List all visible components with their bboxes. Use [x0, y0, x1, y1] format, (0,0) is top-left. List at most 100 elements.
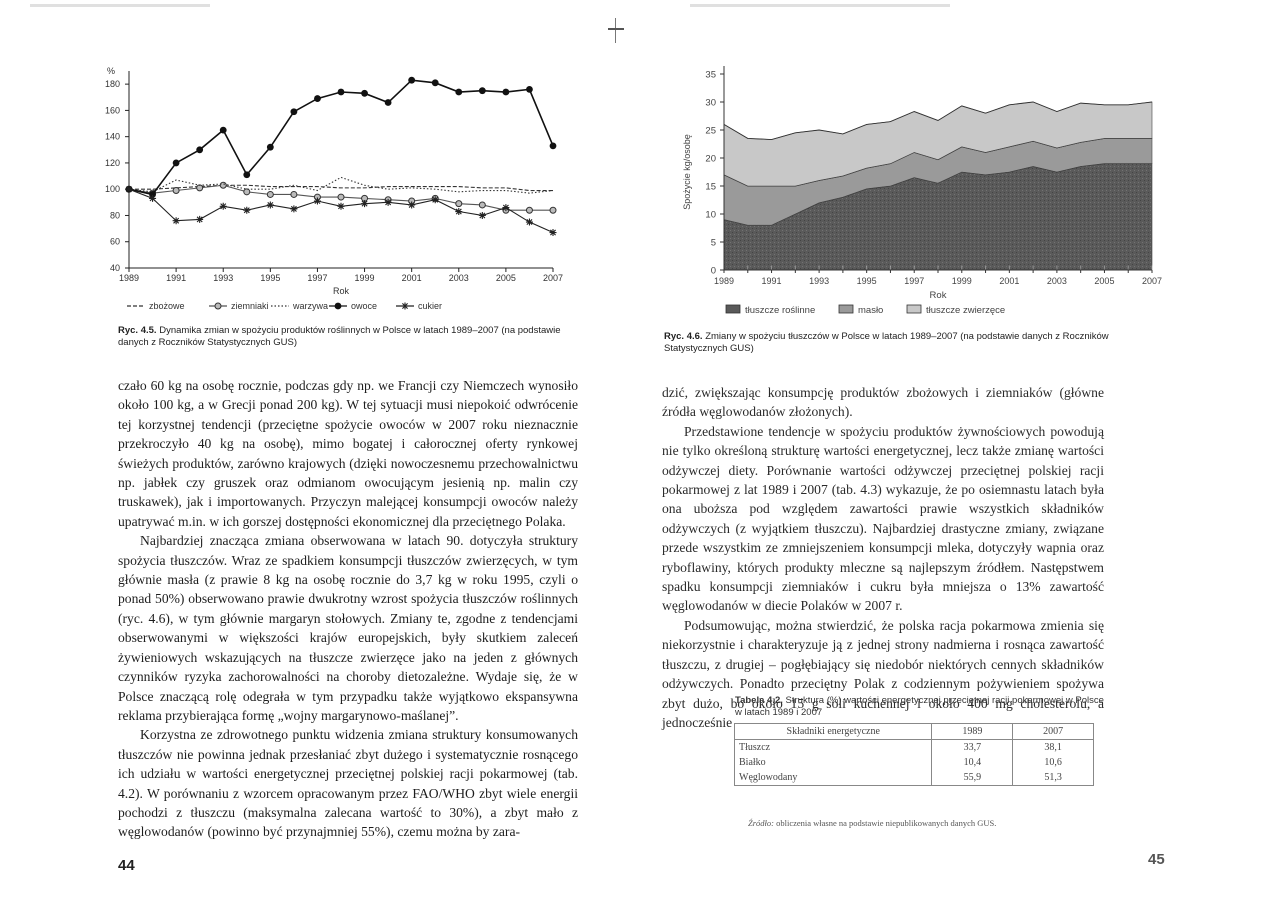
table-cell: Tłuszcz [733, 739, 933, 755]
figure-4-5-caption: Ryc. 4.5. Dynamika zmian w spożyciu prod… [118, 325, 588, 348]
x-tick-label: 1991 [166, 273, 186, 283]
legend-label: tłuszcze zwierzęce [926, 305, 1005, 316]
data-point [337, 193, 345, 201]
legend-item: warzywa [271, 301, 328, 311]
figure-4-6-caption: Ryc. 4.6. Zmiany w spożyciu tłuszczów w … [664, 331, 1134, 354]
caption-text: Dynamika zmian w spożyciu produktów rośl… [118, 325, 561, 348]
x-tick-label: 1989 [119, 273, 139, 283]
x-tick-label: 1993 [213, 273, 233, 283]
table-row: Węglowodany 55,9 51,3 [733, 770, 1094, 786]
table-4-2-caption: Tabela 4.2. Struktura (%) wartości energ… [735, 695, 1105, 718]
data-point [478, 201, 486, 209]
y-tick-label: 40 [110, 263, 120, 273]
x-tick-label: 1991 [762, 276, 782, 286]
data-point [525, 206, 533, 214]
table-row: Białko 10,4 10,6 [733, 755, 1094, 770]
y-tick-label: 20 [705, 154, 716, 165]
data-point [549, 142, 557, 150]
y-axis-label: % [107, 66, 115, 76]
x-tick-label: 1993 [809, 276, 829, 286]
page-number: 44 [118, 857, 135, 874]
data-point [219, 202, 227, 210]
data-point [149, 194, 157, 202]
data-point [502, 204, 510, 212]
series-warzywa [128, 176, 554, 194]
legend-item: zbożowe [127, 301, 185, 311]
table-row: Tłuszcz 33,7 38,1 [733, 739, 1094, 755]
legend-item: ziemniaki [209, 301, 269, 311]
data-point [337, 202, 345, 210]
table-cell: Węglowodany [733, 770, 933, 786]
right-body-text: dzić, zwiększając konsumpcję produktów z… [662, 383, 1104, 732]
data-point [313, 197, 321, 205]
table-4-2: Składniki energetyczne 1989 2007 Tłuszcz… [733, 723, 1094, 786]
data-point [455, 200, 463, 208]
table-source-note: Źródło: obliczenia własne na podstawie n… [748, 818, 996, 828]
x-tick-label: 2007 [1142, 276, 1162, 286]
data-point [266, 143, 274, 151]
y-tick-label: 25 [705, 126, 716, 137]
data-point [266, 190, 274, 198]
legend-swatch [725, 304, 741, 314]
table-cell: 10,6 [1012, 755, 1094, 770]
paragraph: Korzystna ze zdrowotnego punktu widzenia… [118, 727, 578, 840]
paragraph: Podsumowując, można stwierdzić, że polsk… [662, 617, 1104, 730]
data-point [549, 229, 557, 237]
y-axis-title: Spożycie kg/osobę [682, 134, 692, 210]
data-point [243, 171, 251, 179]
series-line [129, 184, 553, 192]
data-point [526, 85, 533, 93]
page-gutter-mark [608, 28, 624, 30]
left-page: % 40 60 80 100 120 140 160 180 1989 1991 1993 1995 19… [0, 0, 620, 899]
data-point [401, 302, 409, 310]
area-chart-fats: 0 5 10 15 20 25 30 35 1989 1991 1993 1995 1997 1999 20… [682, 66, 1162, 316]
legend-item: tłuszcze roślinne [725, 304, 815, 316]
y-tick-label: 80 [110, 210, 120, 220]
paragraph: Najbardziej znacząca zmiana obserwowana … [118, 533, 578, 723]
x-tick-label: 1995 [260, 273, 280, 283]
series-cukier [125, 185, 557, 237]
page-number: 45 [1148, 851, 1165, 868]
table-cell: 33,7 [931, 739, 1014, 755]
data-point [431, 196, 439, 204]
table-cell: 55,9 [931, 770, 1014, 786]
legend-item: tłuszcze zwierzęce [906, 304, 1005, 316]
caption-label: Ryc. 4.5. [118, 325, 157, 336]
data-point [361, 200, 369, 208]
caption-label: Ryc. 4.6. [664, 331, 703, 342]
x-tick-label: 2005 [496, 273, 516, 283]
y-tick-label: 10 [705, 210, 716, 221]
y-tick-label: 30 [705, 98, 716, 109]
series-zbożowe [129, 184, 553, 192]
data-point [243, 206, 251, 214]
x-tick-label: 2003 [1047, 276, 1067, 286]
data-point [290, 190, 298, 198]
x-tick-label: 2003 [449, 273, 469, 283]
paragraph: czało 60 kg na osobę rocznie, podczas gd… [118, 378, 578, 529]
paragraph: dzić, zwiększając konsumpcję produktów z… [662, 385, 1104, 420]
y-tick-label: 120 [105, 158, 120, 168]
legend-item: cukier [396, 301, 442, 311]
table-cell: 51,3 [1012, 770, 1094, 786]
source-label: Źródło: [748, 818, 774, 828]
data-point [172, 159, 180, 167]
data-point [219, 181, 227, 189]
table-cell: Białko [733, 755, 933, 770]
x-tick-label: 2001 [999, 276, 1019, 286]
y-tick-label: 100 [105, 184, 120, 194]
series-tłuszcze zwierzęce [723, 101, 1153, 187]
table-header: Składniki energetyczne [733, 723, 933, 740]
data-point [478, 211, 486, 219]
paragraph: Przedstawione tendencje w spożyciu produ… [662, 423, 1104, 614]
legend-label: zbożowe [149, 301, 185, 311]
data-point [384, 99, 392, 106]
legend-swatch [906, 304, 922, 314]
x-tick-label: 2001 [402, 273, 422, 283]
right-page: 0 5 10 15 20 25 30 35 1989 1991 1993 1995 1997 1999 20… [620, 0, 1263, 899]
table-cell: 38,1 [1012, 739, 1094, 755]
y-tick-label: 180 [105, 79, 120, 89]
data-point [384, 198, 392, 206]
data-point [196, 215, 204, 223]
data-point [172, 187, 180, 195]
data-point [334, 302, 342, 310]
